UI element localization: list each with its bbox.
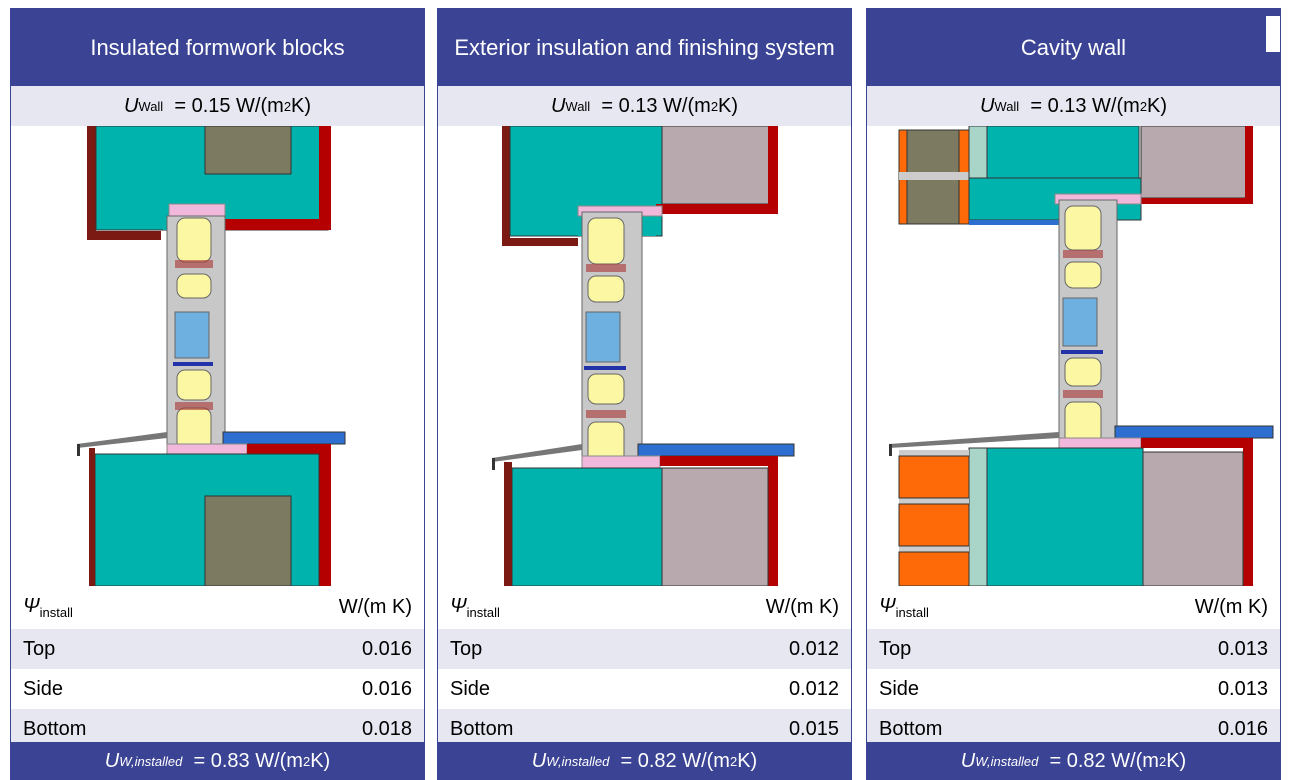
row-top: Top 0.013 — [867, 629, 1280, 669]
row-top: Top 0.016 — [11, 629, 424, 669]
u-installed-value: U W,installed = 0.82 W/(m 2 K) — [438, 742, 851, 780]
bottom-wall — [492, 443, 795, 586]
row-side: Side 0.012 — [450, 677, 839, 700]
u-installed-value: U W,installed = 0.82 W/(m 2 K) — [867, 742, 1280, 780]
window-section-drawing — [77, 126, 346, 586]
bottom-wall — [889, 425, 1274, 586]
panel-insulated-formwork: Insulated formwork blocks U Wall = 0.15 W… — [10, 8, 425, 780]
panel-eifs: Exterior insulation and finishing system… — [437, 8, 852, 780]
panel-title: Exterior insulation and finishing system — [438, 8, 851, 86]
row-side: Side 0.013 — [879, 677, 1268, 700]
section-drawing — [867, 126, 1280, 586]
psi-header: Ψinstall W/(m K) — [450, 595, 839, 620]
window-section-drawing — [492, 126, 795, 586]
window-frame — [166, 203, 226, 451]
panel-title: Insulated formwork blocks — [11, 8, 424, 86]
window-section-drawing — [889, 126, 1274, 586]
u-wall-value: U Wall = 0.13 W/(m 2 K) — [438, 86, 851, 126]
u-installed-value: U W,installed = 0.83 W/(m 2 K) — [11, 742, 424, 780]
psi-header: Ψinstall W/(m K) — [879, 595, 1268, 620]
bottom-wall — [77, 431, 346, 586]
section-drawing — [11, 126, 424, 586]
u-wall-value: U Wall = 0.13 W/(m 2 K) — [867, 86, 1280, 126]
psi-header: Ψinstall W/(m K) — [23, 595, 412, 620]
row-side: Side 0.016 — [23, 677, 412, 700]
window-frame — [1054, 193, 1142, 455]
window-frame — [577, 205, 663, 477]
panel-title: Cavity wall — [867, 8, 1280, 86]
corner-notch — [1266, 16, 1280, 52]
panel-cavity-wall: Cavity wall U Wall = 0.13 W/(m 2 K) — [866, 8, 1281, 780]
row-top: Top 0.012 — [438, 629, 851, 669]
u-wall-value: U Wall = 0.15 W/(m 2 K) — [11, 86, 424, 126]
section-drawing — [438, 126, 851, 586]
